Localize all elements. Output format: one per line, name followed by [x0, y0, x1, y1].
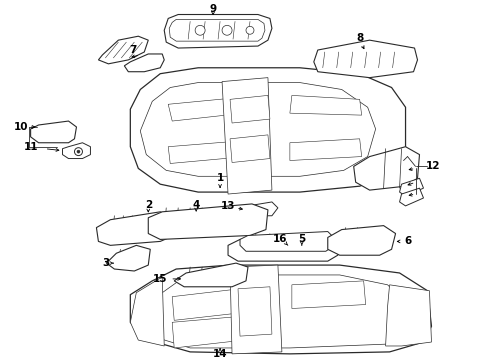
Polygon shape	[168, 97, 244, 121]
Polygon shape	[313, 40, 417, 78]
Circle shape	[195, 25, 204, 35]
Text: 1: 1	[216, 173, 223, 183]
Polygon shape	[229, 95, 269, 123]
Text: 15: 15	[153, 274, 167, 284]
Polygon shape	[289, 139, 361, 161]
Text: 5: 5	[298, 234, 305, 244]
Circle shape	[245, 26, 253, 34]
Polygon shape	[240, 231, 333, 251]
Text: 11: 11	[23, 142, 38, 152]
Polygon shape	[229, 135, 269, 162]
Polygon shape	[172, 289, 244, 320]
Polygon shape	[148, 204, 267, 239]
Polygon shape	[385, 285, 430, 346]
Polygon shape	[289, 95, 361, 115]
Polygon shape	[229, 265, 281, 354]
Circle shape	[222, 25, 232, 35]
Polygon shape	[222, 78, 271, 194]
Polygon shape	[172, 316, 244, 348]
Polygon shape	[142, 275, 407, 348]
Text: 9: 9	[209, 4, 216, 14]
Text: 7: 7	[129, 45, 137, 55]
Polygon shape	[31, 121, 76, 143]
Polygon shape	[140, 82, 375, 176]
Text: 12: 12	[426, 161, 440, 171]
Text: 6: 6	[403, 237, 410, 246]
Polygon shape	[327, 226, 395, 255]
Polygon shape	[399, 178, 423, 196]
Polygon shape	[130, 277, 164, 346]
Polygon shape	[164, 14, 271, 48]
Polygon shape	[96, 212, 176, 246]
Polygon shape	[399, 188, 423, 206]
Text: 16: 16	[272, 234, 286, 244]
Polygon shape	[130, 265, 430, 354]
Text: 3: 3	[102, 258, 110, 268]
Polygon shape	[106, 246, 150, 271]
Polygon shape	[242, 202, 277, 216]
Polygon shape	[62, 143, 90, 158]
Text: 4: 4	[192, 200, 200, 210]
Polygon shape	[227, 235, 339, 261]
Polygon shape	[124, 54, 164, 72]
Polygon shape	[291, 281, 365, 309]
Text: 2: 2	[144, 200, 152, 210]
Polygon shape	[353, 147, 419, 190]
Text: 14: 14	[212, 349, 227, 359]
Polygon shape	[130, 68, 405, 192]
Polygon shape	[174, 263, 247, 287]
Polygon shape	[168, 141, 245, 163]
Polygon shape	[169, 19, 264, 41]
Circle shape	[74, 148, 82, 156]
Text: 10: 10	[13, 122, 28, 132]
Text: 13: 13	[221, 201, 235, 211]
Polygon shape	[238, 287, 271, 336]
Circle shape	[77, 150, 80, 153]
Polygon shape	[98, 36, 148, 64]
Text: 8: 8	[355, 33, 363, 43]
